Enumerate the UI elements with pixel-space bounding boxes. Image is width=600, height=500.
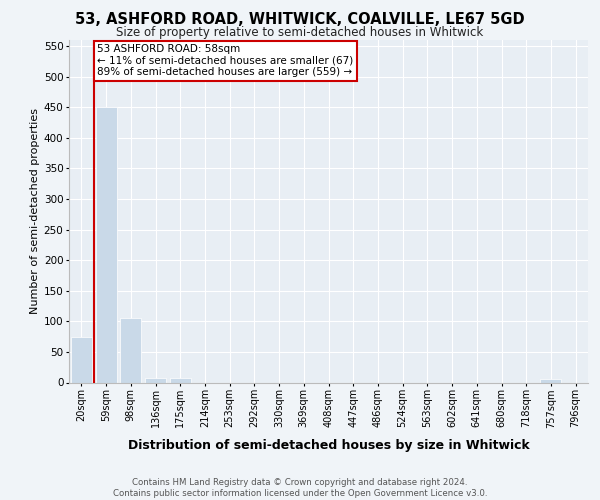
X-axis label: Distribution of semi-detached houses by size in Whitwick: Distribution of semi-detached houses by …	[128, 438, 529, 452]
Y-axis label: Number of semi-detached properties: Number of semi-detached properties	[29, 108, 40, 314]
Bar	[145, 378, 166, 382]
Text: 53, ASHFORD ROAD, WHITWICK, COALVILLE, LE67 5GD: 53, ASHFORD ROAD, WHITWICK, COALVILLE, L…	[75, 12, 525, 28]
Bar	[95, 108, 116, 382]
Bar	[541, 380, 562, 382]
Bar	[120, 318, 141, 382]
Text: Contains HM Land Registry data © Crown copyright and database right 2024.
Contai: Contains HM Land Registry data © Crown c…	[113, 478, 487, 498]
Bar	[170, 378, 191, 382]
Bar	[71, 336, 92, 382]
Text: 53 ASHFORD ROAD: 58sqm
← 11% of semi-detached houses are smaller (67)
89% of sem: 53 ASHFORD ROAD: 58sqm ← 11% of semi-det…	[97, 44, 353, 78]
Text: Size of property relative to semi-detached houses in Whitwick: Size of property relative to semi-detach…	[116, 26, 484, 39]
